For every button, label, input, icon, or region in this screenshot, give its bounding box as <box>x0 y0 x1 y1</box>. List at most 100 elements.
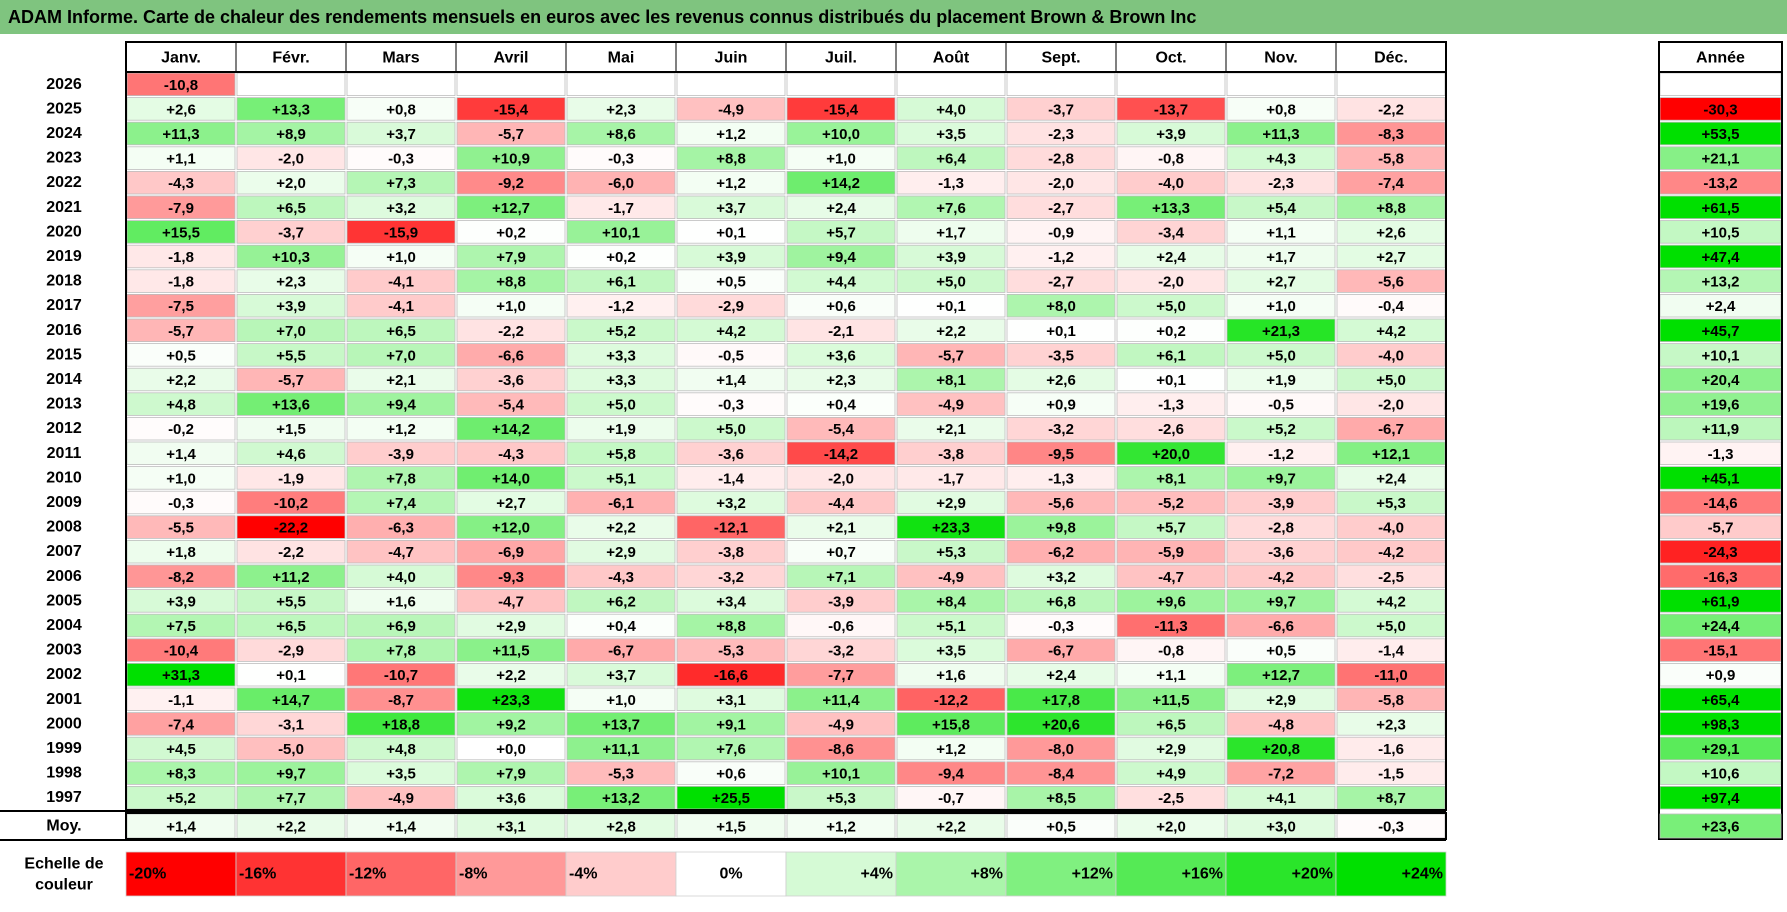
cell-value: +3,3 <box>606 372 636 389</box>
heatmap-cell <box>566 441 676 466</box>
row-year-label: 2005 <box>46 592 82 609</box>
heatmap-cell <box>1006 761 1116 785</box>
heatmap-cell <box>236 663 346 687</box>
heatmap-cell <box>786 589 896 613</box>
cell-value: -4,7 <box>1158 569 1184 586</box>
heatmap-cell <box>1116 146 1226 170</box>
cell-value: +10,1 <box>602 224 640 241</box>
heatmap-cell <box>456 564 566 589</box>
cell-value: +2,4 <box>1046 667 1076 684</box>
heatmap-cell <box>566 736 676 761</box>
annual-value: +0,9 <box>1706 667 1736 684</box>
cell-value: +9,4 <box>386 397 416 414</box>
heatmap-cell <box>346 490 456 515</box>
heatmap-cell <box>236 220 346 244</box>
row-year-label: 2000 <box>46 715 82 732</box>
cell-value: -6,7 <box>1048 643 1074 660</box>
cell-value: +11,3 <box>1262 126 1299 143</box>
heatmap-cell <box>896 663 1006 687</box>
heatmap-cell <box>676 392 786 416</box>
cell-value: -22,2 <box>274 520 308 537</box>
cell-value: +3,7 <box>716 200 746 217</box>
heatmap-cell <box>566 540 676 564</box>
annual-value: +19,6 <box>1702 397 1740 414</box>
annual-value: +61,5 <box>1702 200 1740 217</box>
average-value: +1,4 <box>386 819 416 836</box>
cell-value: +4,3 <box>1266 151 1296 168</box>
cell-value: -4,9 <box>828 716 854 733</box>
heatmap-cell <box>1116 761 1226 785</box>
heatmap-cell <box>1226 515 1336 539</box>
scale-value: +20% <box>1292 866 1333 883</box>
cell-value: +14,7 <box>272 692 310 709</box>
heatmap-cell <box>1006 441 1116 466</box>
month-header: Juil. <box>825 50 857 67</box>
cell-value: +5,0 <box>1266 347 1296 364</box>
heatmap-cell <box>456 416 566 441</box>
heatmap-cell <box>786 392 896 416</box>
heatmap-cell <box>346 466 456 490</box>
cell-value: +5,2 <box>1266 421 1296 438</box>
row-year-label: 2016 <box>46 322 82 339</box>
cell-value: +5,0 <box>1156 298 1186 315</box>
annual-value: +47,4 <box>1702 249 1741 266</box>
cell-value: -7,4 <box>168 716 195 733</box>
cell-value: -3,6 <box>718 446 744 463</box>
year-header: Année <box>1696 50 1745 67</box>
scale-swatch <box>785 851 897 897</box>
cell-value: +8,8 <box>496 274 526 291</box>
cell-value: -10,4 <box>164 643 199 660</box>
cell-value: -3,9 <box>828 593 854 610</box>
cell-value: +2,9 <box>1156 741 1186 758</box>
heatmap-cell <box>1006 318 1116 343</box>
cell-value: +13,2 <box>602 790 640 807</box>
heatmap-cell <box>566 564 676 589</box>
annual-value: -1,3 <box>1708 446 1734 463</box>
cell-value: -0,3 <box>1048 618 1074 635</box>
cell-value: -2,9 <box>718 298 744 315</box>
cell-value: -3,2 <box>828 643 854 660</box>
cell-value: -2,0 <box>1048 175 1074 192</box>
cell-value: -3,2 <box>718 569 744 586</box>
row-year-label: 2023 <box>46 150 82 167</box>
heatmap-cell <box>236 97 346 121</box>
cell-value: +7,1 <box>826 569 856 586</box>
cell-value: -5,3 <box>608 766 634 783</box>
heatmap-cell <box>236 416 346 441</box>
heatmap-cell <box>566 490 676 515</box>
heatmap-cell <box>236 736 346 761</box>
cell-value: -6,6 <box>498 347 524 364</box>
heatmap-cell <box>1116 589 1226 613</box>
cell-value: +2,3 <box>606 101 636 118</box>
heatmap-cell <box>1116 97 1226 121</box>
month-header: Mars <box>382 50 419 67</box>
heatmap-cell <box>786 490 896 515</box>
cell-value: +8,1 <box>936 372 966 389</box>
cell-value: -1,7 <box>608 200 634 217</box>
cell-value: -0,3 <box>168 495 194 512</box>
heatmap-cell <box>346 244 456 269</box>
cell-value: -13,7 <box>1154 101 1188 118</box>
heatmap-cell <box>1006 515 1116 539</box>
cell-value: +1,9 <box>1266 372 1296 389</box>
cell-value: -6,1 <box>608 495 634 512</box>
heatmap-cell <box>786 466 896 490</box>
cell-value: +0,8 <box>386 101 416 118</box>
heatmap-cell <box>896 195 1006 220</box>
cell-value: -8,6 <box>828 741 854 758</box>
heatmap-cell <box>346 293 456 318</box>
cell-value: -0,7 <box>938 790 964 807</box>
heatmap-cell <box>236 515 346 539</box>
cell-value: -4,7 <box>498 593 524 610</box>
cell-value: +0,7 <box>826 544 856 561</box>
cell-value: +11,1 <box>602 741 639 758</box>
cell-value: +10,9 <box>492 151 530 168</box>
heatmap-cell <box>236 318 346 343</box>
heatmap-cell <box>456 441 566 466</box>
cell-value: -6,2 <box>1048 544 1074 561</box>
cell-value: +0,1 <box>1046 323 1076 340</box>
heatmap-cell <box>236 540 346 564</box>
heatmap-cell <box>1226 613 1336 638</box>
heatmap-cell <box>786 121 896 146</box>
heatmap-cell <box>1226 392 1336 416</box>
